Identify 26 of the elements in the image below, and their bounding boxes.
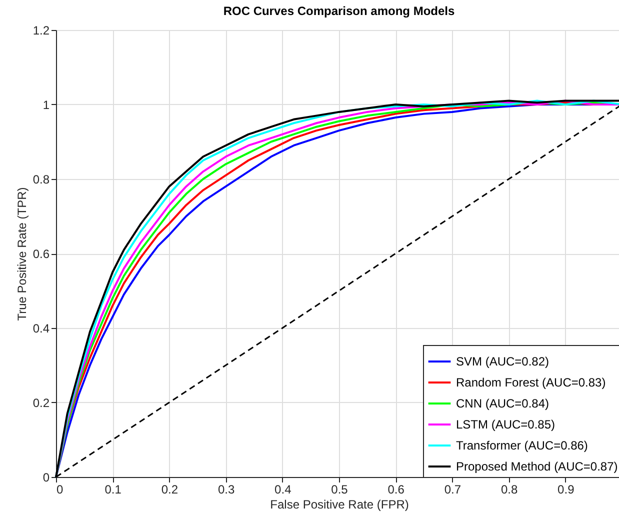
y-tick-label: 1.2	[32, 24, 50, 38]
x-tick-label: 0.4	[274, 482, 292, 496]
legend-label: Proposed Method (AUC=0.87)	[456, 460, 618, 474]
y-tick-label: 1	[42, 98, 50, 112]
legend-label: SVM (AUC=0.82)	[456, 354, 550, 368]
y-axis-title: True Positive Rate (TPR)	[14, 187, 29, 321]
legend-label: Random Forest (AUC=0.83)	[456, 376, 606, 390]
x-tick-label: 0.2	[161, 482, 178, 496]
y-tick-label: 0.8	[32, 172, 50, 186]
legend-label: Transformer (AUC=0.86)	[456, 438, 588, 452]
x-tick-label: 0.8	[500, 482, 518, 496]
x-axis-title: False Positive Rate (FPR)	[270, 498, 409, 512]
x-tick-label: 0.5	[331, 482, 348, 496]
y-tick-label: 0.4	[32, 322, 50, 336]
x-tick-label: 0	[56, 482, 64, 496]
x-tick-label: 0.9	[558, 482, 575, 496]
legend-label: CNN (AUC=0.84)	[456, 396, 550, 410]
x-tick-label: 0.1	[104, 482, 122, 496]
x-tick-label: 0.3	[218, 482, 235, 496]
x-tick-label: 0.6	[388, 482, 405, 496]
y-tick-label: 0.2	[32, 396, 50, 410]
chart-title: ROC Curves Comparison among Models	[223, 4, 456, 18]
y-tick-label: 0	[42, 470, 50, 484]
x-tick-label: 0.7	[444, 482, 462, 496]
legend-label: LSTM (AUC=0.85)	[456, 418, 556, 432]
y-tick-label: 0.6	[32, 247, 50, 261]
